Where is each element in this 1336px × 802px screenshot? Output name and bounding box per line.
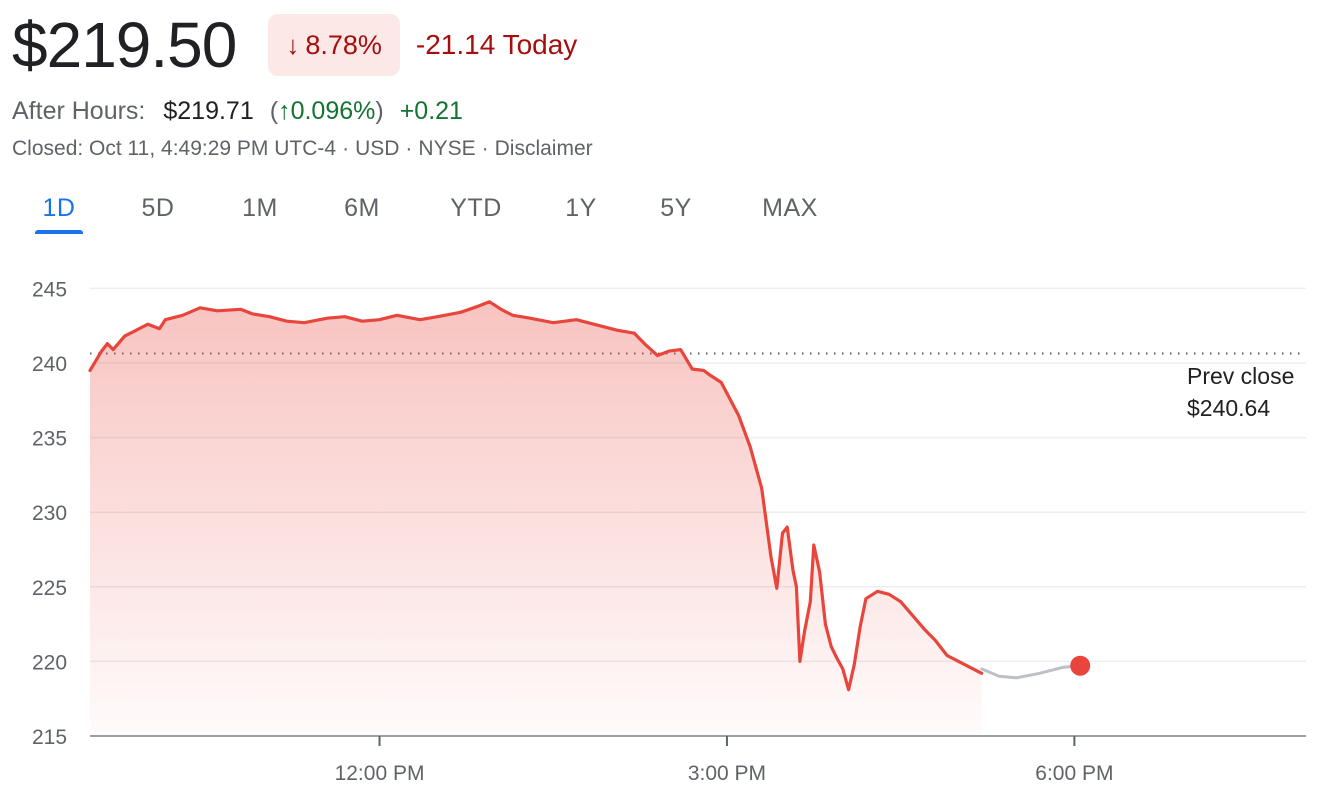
price-chart[interactable]: 245 240 235 230 225 220 215 12:00 PM 3:00 PM 6:0… <box>0 250 1336 802</box>
after-hours-row: After Hours: $219.71 (↑0.096%) +0.21 <box>12 94 1336 128</box>
arrow-up-icon: ↑ <box>278 96 291 125</box>
y-tick-label: 230 <box>32 502 67 525</box>
current-price: $219.50 <box>12 9 237 81</box>
y-tick-label: 220 <box>32 651 67 674</box>
prev-close-value: $240.64 <box>1187 395 1270 421</box>
change-percent: 8.78% <box>305 29 382 60</box>
price-area <box>90 301 982 736</box>
after-hours-percent: (↑0.096%) <box>269 96 384 125</box>
y-tick-label: 245 <box>32 278 67 301</box>
y-tick-label: 225 <box>32 577 67 600</box>
prev-close-label: Prev close <box>1187 363 1294 389</box>
quote-header: $219.50 ↓ 8.78% -21.14 Today After Hours… <box>12 8 1336 164</box>
tab-ytd[interactable]: YTD <box>450 194 502 222</box>
after-hours-line <box>980 664 1082 680</box>
exchange: NYSE <box>418 137 476 160</box>
after-hours-change: +0.21 <box>399 96 463 125</box>
closed-info: Closed: Oct 11, 4:49:29 PM UTC-4 <box>12 137 337 160</box>
tab-5d[interactable]: 5D <box>141 194 175 222</box>
tab-1d[interactable]: 1D <box>35 188 83 234</box>
change-percent-badge: ↓ 8.78% <box>268 14 400 76</box>
disclaimer-link[interactable]: Disclaimer <box>494 137 593 160</box>
after-hours-label: After Hours: <box>12 96 146 125</box>
y-axis-ticks: 245 240 235 230 225 220 215 <box>32 278 67 749</box>
tab-1y[interactable]: 1Y <box>565 194 597 222</box>
market-status: Closed: Oct 11, 4:49:29 PM UTC-4 · USD · NYS… <box>12 137 593 160</box>
tab-6m[interactable]: 6M <box>344 194 380 222</box>
y-tick-label: 240 <box>32 353 67 376</box>
y-tick-label: 215 <box>32 726 67 749</box>
tab-max[interactable]: MAX <box>762 194 818 222</box>
price-line <box>88 300 984 692</box>
x-tick-label: 3:00 PM <box>688 762 766 785</box>
after-hours-price: $219.71 <box>163 96 254 125</box>
x-axis-ticks: 12:00 PM 3:00 PM 6:00 PM <box>335 736 1113 785</box>
change-today: -21.14 Today <box>415 29 578 60</box>
tab-1m[interactable]: 1M <box>242 194 278 222</box>
x-tick-label: 6:00 PM <box>1035 762 1113 785</box>
y-tick-label: 235 <box>32 428 67 451</box>
arrow-down-icon: ↓ <box>286 29 300 60</box>
tab-5y[interactable]: 5Y <box>660 194 692 222</box>
currency: USD <box>355 137 400 160</box>
price-row: $219.50 ↓ 8.78% -21.14 Today <box>12 8 1336 82</box>
last-price-dot <box>1070 655 1091 676</box>
x-tick-label: 12:00 PM <box>335 762 425 785</box>
